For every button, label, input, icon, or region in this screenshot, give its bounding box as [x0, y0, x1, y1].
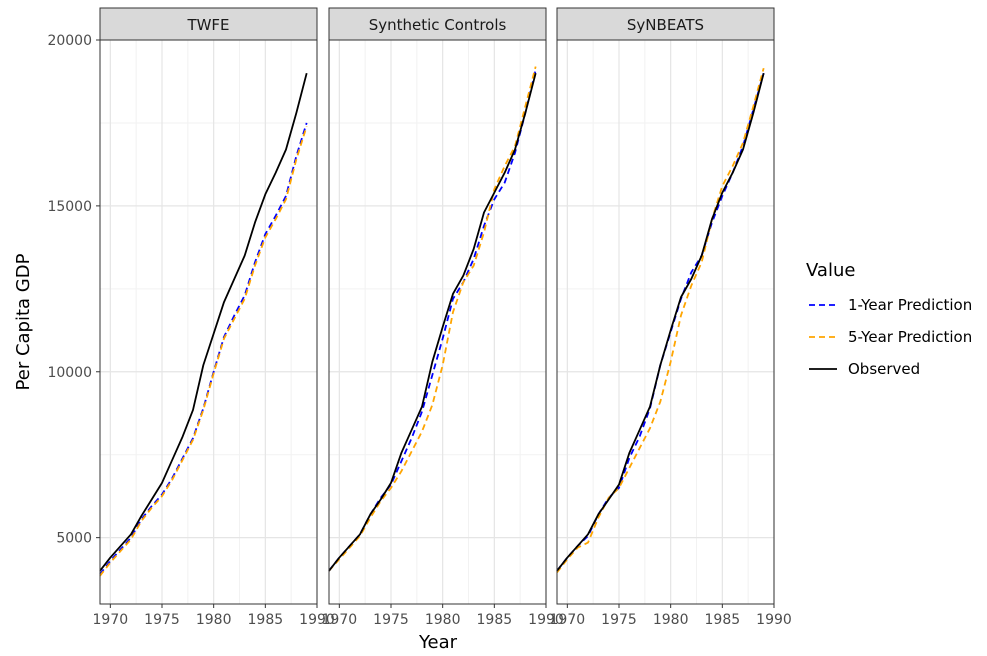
panel-background [557, 40, 774, 604]
series-line-1-year-prediction [99, 122, 308, 575]
x-tick-label: 1980 [653, 612, 689, 628]
facet-strip-label: SyNBEATS [627, 16, 704, 34]
series-line-5-year-prediction [99, 125, 308, 577]
series-line-observed [556, 72, 765, 572]
x-tick-label: 1990 [528, 612, 564, 628]
x-tick-label: 1980 [196, 612, 232, 628]
legend-entry: 5-Year Prediction [809, 328, 972, 346]
legend-label: 1-Year Prediction [848, 296, 972, 314]
legend-entry: Observed [809, 360, 920, 378]
panel-background [100, 40, 317, 604]
legend-entry: 1-Year Prediction [809, 296, 972, 314]
panel-background [329, 40, 546, 604]
series-line-5-year-prediction [556, 67, 765, 574]
x-tick-label: 1990 [756, 612, 792, 628]
x-tick-label: 1970 [93, 612, 129, 628]
legend-title: Value [806, 260, 855, 281]
series-line-observed [328, 72, 537, 572]
x-tick-label: 1975 [601, 612, 637, 628]
legend-entries: 1-Year Prediction 5-Year Prediction Observ… [809, 296, 972, 378]
series-line-5-year-prediction [328, 66, 537, 572]
facet-strip [328, 7, 547, 41]
y-tick-label: 5000 [56, 531, 92, 547]
x-tick-label: 1970 [322, 612, 358, 628]
x-tick-label: 1975 [144, 612, 180, 628]
y-axis-title: Per Capita GDP [13, 253, 34, 390]
facet-strip-label: Synthetic Controls [369, 16, 507, 34]
x-tick-label: 1975 [373, 612, 409, 628]
legend-label: Observed [848, 360, 920, 378]
y-tick-label: 20000 [47, 33, 92, 49]
x-tick-label: 1985 [248, 612, 284, 628]
x-tick-label: 1990 [299, 612, 335, 628]
facet-strip [99, 7, 318, 41]
legend-label: 5-Year Prediction [848, 328, 972, 346]
panel-1: TWFE 1970 1975 1980 1985 1990 [93, 7, 335, 628]
y-tick-label: 10000 [47, 365, 92, 381]
facet-strip [556, 7, 775, 41]
y-axis: 5000 10000 15000 20000 [47, 33, 100, 547]
x-axis-title: Year [418, 632, 458, 653]
x-tick-label: 1970 [550, 612, 586, 628]
facet-strip-label: TWFE [186, 16, 229, 34]
series-line-observed [99, 72, 308, 572]
y-tick-label: 15000 [47, 199, 92, 215]
panel-3: SyNBEATS 1970 1975 1980 1985 1990 [550, 7, 792, 628]
x-tick-label: 1985 [705, 612, 741, 628]
panel-2: Synthetic Controls 1970 1975 1980 1985 1990 [322, 7, 564, 628]
legend: Value 1-Year Prediction 5-Year Prediction… [806, 260, 972, 378]
x-tick-label: 1980 [425, 612, 461, 628]
x-tick-label: 1985 [477, 612, 513, 628]
